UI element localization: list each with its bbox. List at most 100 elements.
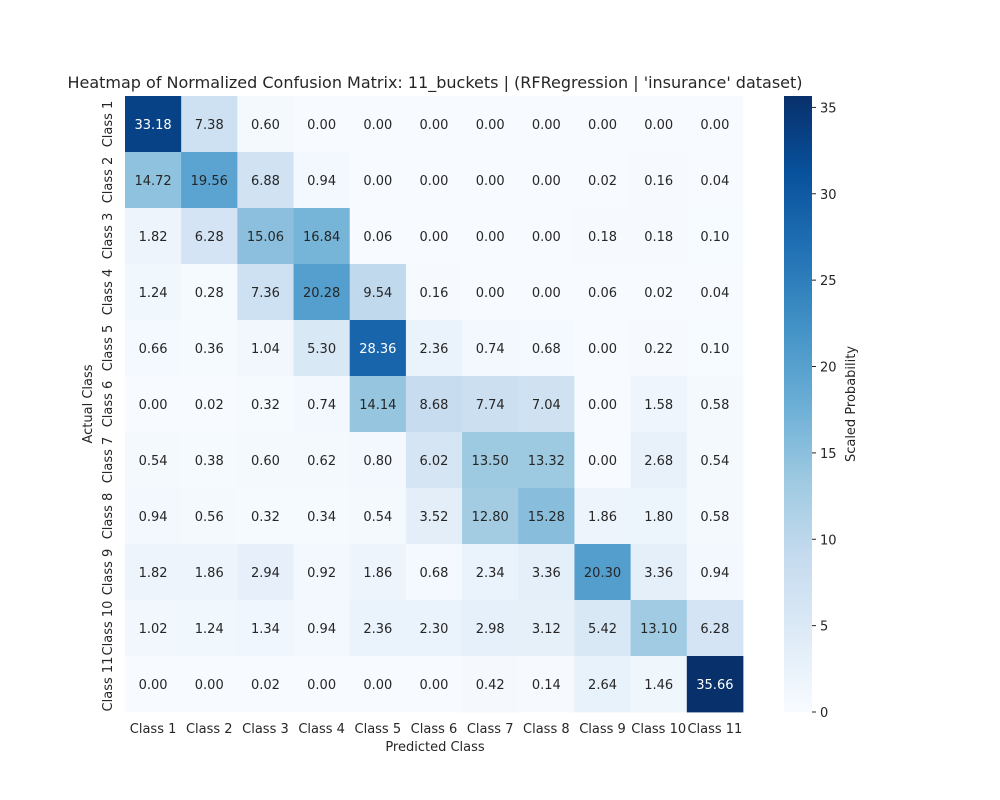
cell-value-label: 14.14 bbox=[359, 398, 396, 413]
heatmap-cell bbox=[125, 432, 182, 489]
cell-value-label: 0.32 bbox=[251, 398, 280, 413]
heatmap-cell bbox=[293, 320, 351, 377]
heatmap-cell bbox=[349, 96, 407, 153]
heatmap-cell bbox=[518, 320, 575, 377]
colorbar-tick-label: 15 bbox=[820, 447, 837, 462]
heatmap-cell bbox=[462, 264, 519, 321]
cell-value-label: 0.54 bbox=[700, 454, 729, 469]
heatmap-cell bbox=[462, 320, 519, 377]
heatmap-cell bbox=[125, 208, 182, 265]
heatmap-cell bbox=[574, 376, 632, 433]
heatmap-cell bbox=[518, 376, 575, 433]
heatmap-cell bbox=[405, 264, 463, 321]
heatmap-cell bbox=[349, 544, 407, 601]
cell-value-label: 13.32 bbox=[528, 454, 565, 469]
cell-value-label: 1.86 bbox=[588, 510, 617, 525]
x-tick-label: Class 10 bbox=[631, 722, 686, 737]
heatmap-cell bbox=[349, 152, 407, 209]
heatmap-cell bbox=[237, 376, 294, 433]
heatmap-cell bbox=[405, 208, 463, 265]
cell-value-label: 0.04 bbox=[700, 286, 729, 301]
cell-value-label: 0.00 bbox=[420, 174, 449, 189]
cell-value-label: 1.34 bbox=[251, 622, 280, 637]
heatmap-cell bbox=[518, 600, 575, 657]
heatmap-cell bbox=[462, 488, 519, 545]
cell-value-label: 2.68 bbox=[644, 454, 673, 469]
cell-value-label: 1.86 bbox=[195, 566, 224, 581]
cell-value-label: 1.46 bbox=[644, 678, 673, 693]
cell-value-label: 33.18 bbox=[134, 118, 171, 133]
cell-value-label: 19.56 bbox=[191, 174, 228, 189]
cell-value-label: 0.34 bbox=[307, 510, 336, 525]
cell-value-label: 0.16 bbox=[644, 174, 673, 189]
heatmap-cell bbox=[349, 264, 407, 321]
cell-value-label: 0.00 bbox=[644, 118, 673, 133]
heatmap-cell bbox=[686, 656, 744, 713]
heatmap-cell bbox=[125, 600, 182, 657]
cell-value-label: 0.00 bbox=[420, 230, 449, 245]
x-tick-label: Class 7 bbox=[467, 722, 514, 737]
cell-value-label: 0.00 bbox=[195, 678, 224, 693]
heatmap-cell bbox=[125, 320, 182, 377]
heatmap-cell bbox=[574, 152, 632, 209]
cell-value-label: 0.94 bbox=[700, 566, 729, 581]
cell-value-label: 0.00 bbox=[307, 118, 336, 133]
y-tick-label: Class 4 bbox=[101, 269, 116, 316]
heatmap-cell bbox=[630, 152, 688, 209]
colorbar-tick-label: 10 bbox=[820, 533, 837, 548]
heatmap-cell bbox=[518, 544, 575, 601]
heatmap-cell bbox=[630, 96, 688, 153]
cell-value-label: 0.00 bbox=[700, 118, 729, 133]
cell-value-label: 0.00 bbox=[363, 174, 392, 189]
heatmap-cell bbox=[405, 376, 463, 433]
heatmap-cell bbox=[686, 600, 744, 657]
cell-value-label: 2.98 bbox=[476, 622, 505, 637]
y-tick-label: Class 6 bbox=[101, 381, 116, 428]
heatmap-cell bbox=[125, 544, 182, 601]
heatmap-cell bbox=[574, 96, 632, 153]
heatmap-cell bbox=[405, 544, 463, 601]
heatmap-cell bbox=[686, 152, 744, 209]
heatmap-cell bbox=[125, 656, 182, 713]
cell-value-label: 2.64 bbox=[588, 678, 617, 693]
heatmap-cell bbox=[349, 656, 407, 713]
cell-value-label: 0.54 bbox=[363, 510, 392, 525]
cell-value-label: 0.68 bbox=[532, 342, 561, 357]
colorbar-tick-label: 20 bbox=[820, 361, 837, 376]
y-tick-label: Class 3 bbox=[101, 213, 116, 260]
heatmap-cell bbox=[181, 152, 238, 209]
colorbar-tick-label: 35 bbox=[820, 101, 837, 116]
cell-value-label: 1.04 bbox=[251, 342, 280, 357]
heatmap-cell bbox=[518, 656, 575, 713]
heatmap-cell bbox=[462, 208, 519, 265]
heatmap-cell bbox=[574, 320, 632, 377]
colorbar-tick-label: 30 bbox=[820, 188, 837, 203]
cell-value-label: 2.36 bbox=[420, 342, 449, 357]
cell-value-label: 6.28 bbox=[195, 230, 224, 245]
cell-value-label: 0.16 bbox=[420, 286, 449, 301]
heatmap-cell bbox=[405, 432, 463, 489]
cell-value-label: 0.00 bbox=[588, 454, 617, 469]
cell-value-label: 0.28 bbox=[195, 286, 224, 301]
heatmap-cell bbox=[686, 376, 744, 433]
heatmap-cell bbox=[237, 152, 294, 209]
cell-value-label: 0.00 bbox=[363, 118, 392, 133]
cell-value-label: 0.18 bbox=[644, 230, 673, 245]
heatmap-cell bbox=[686, 96, 744, 153]
cell-value-label: 0.18 bbox=[588, 230, 617, 245]
cell-value-label: 0.68 bbox=[420, 566, 449, 581]
cell-value-label: 0.02 bbox=[195, 398, 224, 413]
heatmap-cell bbox=[237, 208, 294, 265]
heatmap-cell bbox=[462, 544, 519, 601]
heatmap-cell bbox=[405, 600, 463, 657]
cell-value-label: 0.60 bbox=[251, 118, 280, 133]
heatmap-cell bbox=[630, 488, 688, 545]
heatmap-cell bbox=[181, 376, 238, 433]
colorbar bbox=[784, 96, 812, 712]
heatmap-cell bbox=[574, 488, 632, 545]
heatmap-cell bbox=[125, 488, 182, 545]
x-tick-label: Class 6 bbox=[411, 722, 458, 737]
cell-value-label: 0.66 bbox=[139, 342, 168, 357]
cell-value-label: 1.02 bbox=[139, 622, 168, 637]
cell-value-label: 0.00 bbox=[588, 118, 617, 133]
